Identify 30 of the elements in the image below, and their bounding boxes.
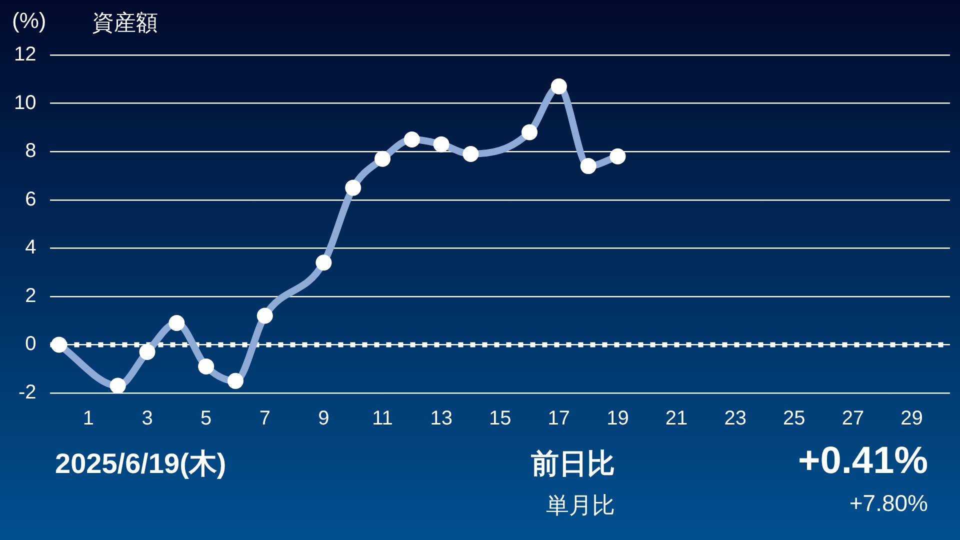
x-tick-label: 23 (724, 408, 746, 430)
x-tick-label: 21 (665, 408, 688, 430)
x-tick-label: 13 (430, 408, 452, 430)
y-tick-label: 2 (25, 284, 36, 307)
x-tick-label: 3 (142, 408, 153, 430)
x-tick-label: 7 (259, 408, 270, 430)
text: +0.41% (798, 440, 928, 483)
x-tick-label: 29 (900, 408, 923, 430)
chart-title: 資産額 (92, 9, 158, 37)
y-tick-label: 12 (14, 44, 36, 66)
y-axis-title: (%) (12, 8, 46, 34)
x-tick-label: 17 (548, 408, 570, 430)
text: 前日比 (531, 447, 615, 481)
x-tick-label: 19 (606, 408, 629, 430)
x-tick-label: 11 (372, 408, 393, 430)
x-tick-label: 9 (318, 408, 330, 430)
y-tick-label: 10 (14, 92, 36, 114)
x-tick-label: 25 (783, 408, 806, 430)
x-tick-label: 27 (842, 408, 864, 430)
y-tick-label: -2 (18, 382, 36, 404)
text: 2025/6/19(木) (55, 447, 226, 481)
text: 単月比 (546, 491, 615, 520)
x-tick-label: 5 (200, 408, 212, 430)
x-tick-label: 15 (489, 408, 512, 430)
y-tick-label: 8 (25, 140, 36, 162)
y-tick-label: 6 (25, 188, 36, 210)
x-tick-label: 1 (82, 408, 94, 430)
y-tick-label: 4 (25, 236, 36, 259)
text: +7.80% (849, 490, 928, 517)
y-tick-label: 0 (25, 333, 36, 356)
